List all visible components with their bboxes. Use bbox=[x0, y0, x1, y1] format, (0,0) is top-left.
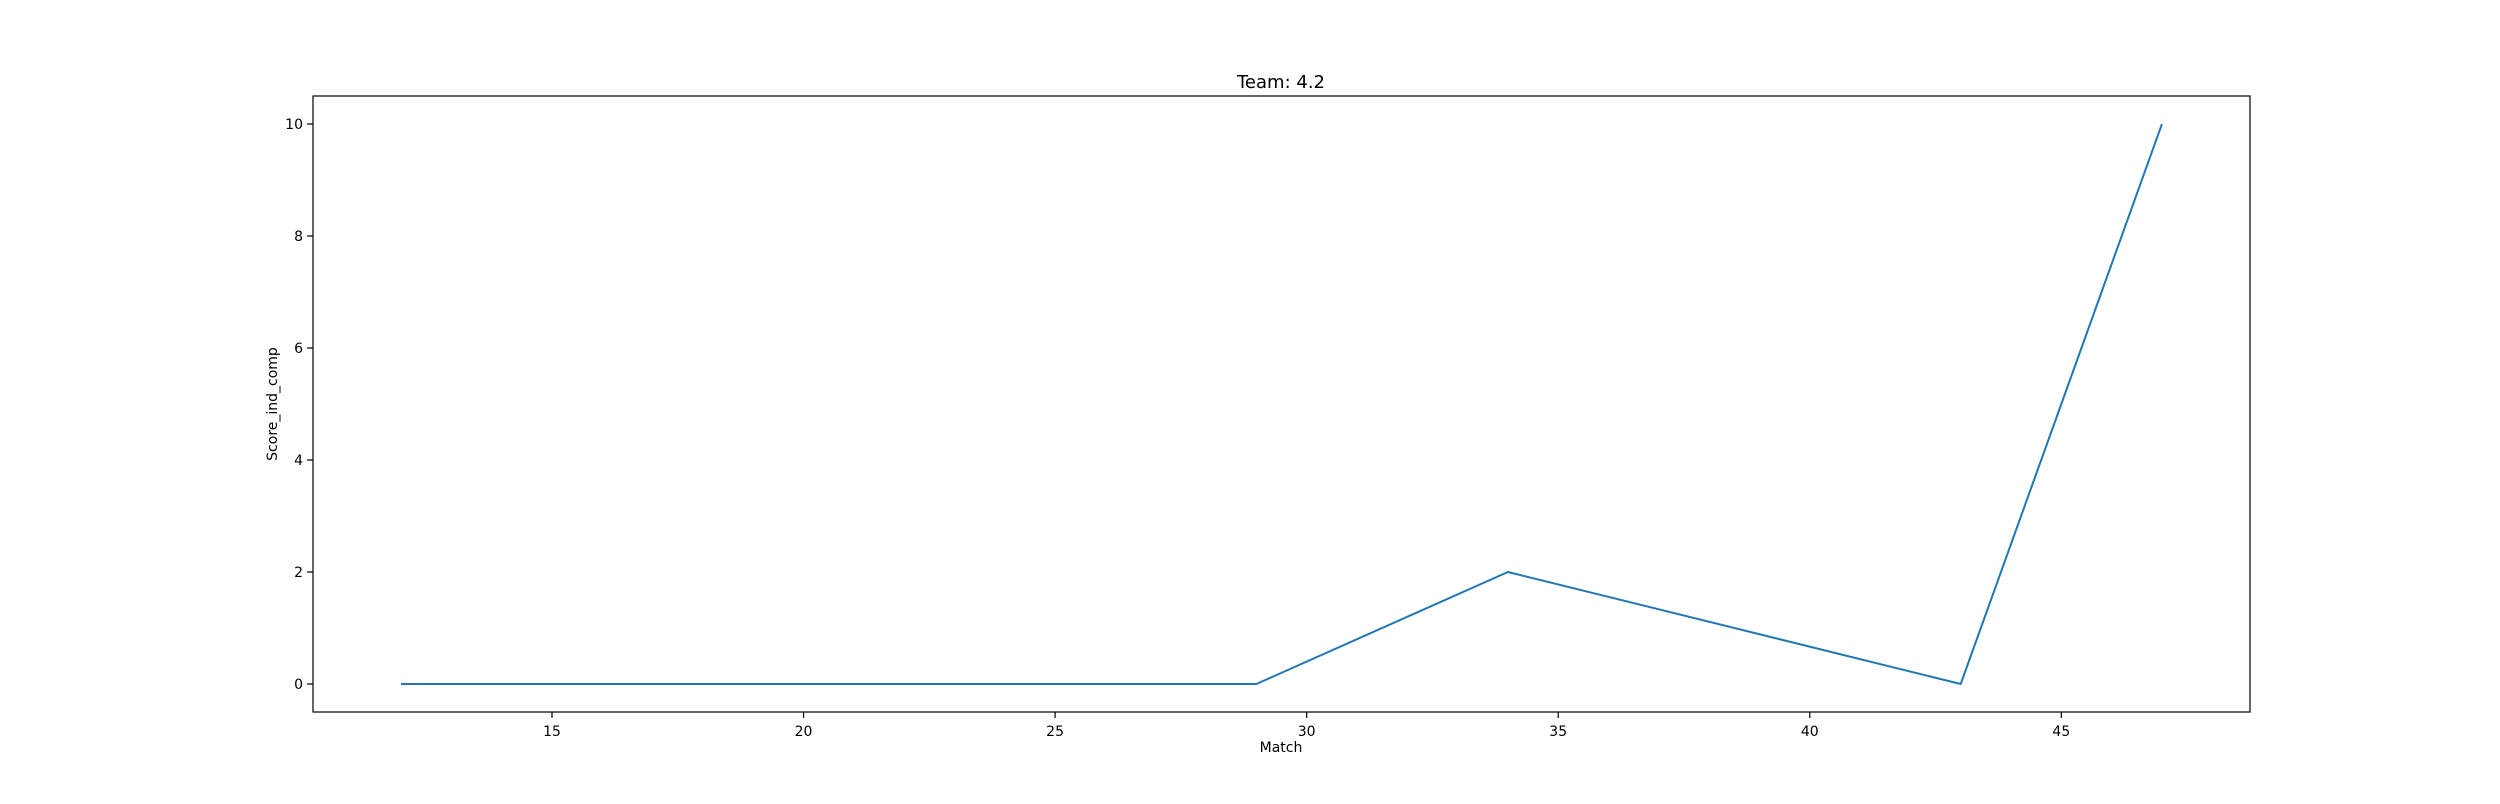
y-tick-label: 4 bbox=[294, 453, 303, 469]
x-tick-label: 45 bbox=[2052, 724, 2070, 740]
x-tick-label: 30 bbox=[1298, 724, 1316, 740]
series-line bbox=[401, 123, 2163, 685]
plot-frame bbox=[312, 95, 2251, 713]
y-tick-label: 6 bbox=[294, 341, 303, 357]
y-tick-label: 8 bbox=[294, 229, 303, 245]
y-tick-label: 0 bbox=[294, 677, 303, 693]
x-axis-label: Match bbox=[1260, 740, 1303, 756]
y-axis-ticks: 0 2 4 6 8 10 bbox=[285, 117, 313, 693]
x-axis-ticks: 15 20 25 30 35 40 45 bbox=[543, 712, 2070, 740]
x-tick-label: 15 bbox=[543, 724, 561, 740]
chart-title: Team: 4.2 bbox=[1236, 72, 1325, 93]
x-tick-label: 20 bbox=[795, 724, 813, 740]
x-tick-label: 35 bbox=[1549, 724, 1567, 740]
plot-area bbox=[401, 123, 2163, 685]
y-axis-label: Score_ind_comp bbox=[265, 347, 281, 461]
x-tick-label: 25 bbox=[1046, 724, 1064, 740]
y-tick-label: 10 bbox=[285, 117, 303, 133]
x-tick-label: 40 bbox=[1801, 724, 1819, 740]
y-tick-label: 2 bbox=[294, 565, 303, 581]
